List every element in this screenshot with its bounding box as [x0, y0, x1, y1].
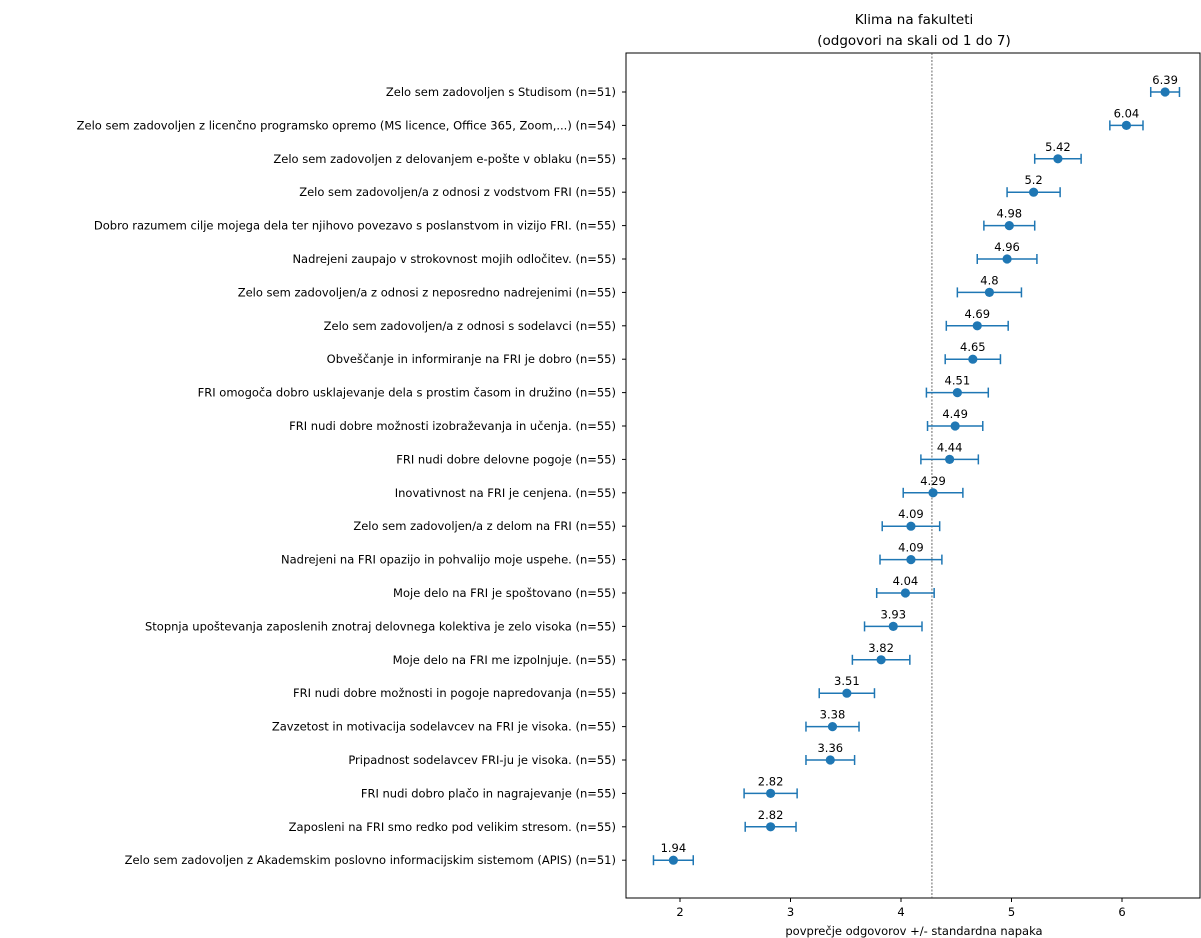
- value-label: 4.65: [960, 340, 986, 354]
- x-axis-label: povprečje odgovorov +/- standardna napak…: [785, 924, 1042, 938]
- value-label: 4.98: [996, 207, 1022, 221]
- data-point: [984, 287, 995, 297]
- data-point: [1121, 120, 1132, 130]
- data-point: [842, 688, 852, 698]
- category-label: Zelo sem zadovoljen z licenčno programsk…: [77, 118, 616, 132]
- value-label: 2.82: [758, 774, 784, 788]
- data-point: [906, 521, 916, 531]
- data-point: [766, 788, 776, 799]
- value-label: 5.42: [1045, 140, 1071, 154]
- x-tick-label: 4: [897, 905, 904, 919]
- value-label: 3.38: [820, 708, 846, 722]
- category-label: Inovativnost na FRI je cenjena. (n=55): [395, 486, 616, 500]
- category-label: FRI nudi dobre možnosti izobraževanja in…: [289, 419, 616, 433]
- chart-title: Klima na fakulteti: [855, 12, 974, 28]
- data-point: [668, 855, 678, 865]
- category-label: Nadrejeni zaupajo v strokovnost mojih od…: [292, 252, 616, 266]
- value-label: 4.04: [893, 574, 919, 588]
- category-label: Zelo sem zadovoljen z Akademskim poslovn…: [125, 853, 616, 867]
- data-points: [668, 87, 1170, 865]
- value-label: 3.82: [868, 641, 894, 655]
- value-label: 4.29: [920, 474, 946, 488]
- x-tick-label: 3: [787, 905, 794, 919]
- error-bars: [652, 87, 1181, 866]
- data-point: [928, 488, 938, 498]
- category-label: Zelo sem zadovoljen/a z odnosi z neposre…: [238, 285, 616, 299]
- data-point: [952, 388, 962, 398]
- value-label: 4.49: [942, 407, 968, 421]
- category-label: Zelo sem zadovoljen s Studisom (n=51): [386, 85, 616, 99]
- data-point: [972, 321, 982, 331]
- category-label: Zelo sem zadovoljen/a z odnosi z vodstvo…: [299, 185, 616, 199]
- value-label: 6.04: [1114, 106, 1140, 120]
- data-point: [825, 755, 835, 765]
- value-label: 5.2: [1024, 173, 1042, 187]
- category-label: Pripadnost sodelavcev FRI-ju je visoka. …: [348, 753, 616, 767]
- x-tick-label: 2: [676, 905, 683, 919]
- category-label: Obveščanje in informiranje na FRI je dob…: [327, 352, 616, 366]
- value-label: 3.51: [834, 674, 860, 688]
- value-label: 3.93: [880, 607, 906, 621]
- category-label: Nadrejeni na FRI opazijo in pohvalijo mo…: [281, 553, 616, 567]
- category-label: Zelo sem zadovoljen/a z odnosi s sodelav…: [324, 319, 616, 333]
- category-label: Zavzetost in motivacija sodelavcev na FR…: [272, 720, 616, 734]
- value-label: 1.94: [661, 841, 687, 855]
- category-label: FRI omogoča dobro usklajevanje dela s pr…: [198, 386, 616, 400]
- y-axis-labels: Zelo sem zadovoljen s Studisom (n=51) Zel…: [77, 85, 616, 867]
- data-point: [945, 454, 955, 464]
- data-point: [1053, 154, 1063, 164]
- value-label: 4.09: [898, 507, 924, 521]
- value-label: 4.8: [980, 273, 998, 287]
- data-point: [950, 421, 960, 431]
- value-label: 4.09: [898, 541, 924, 555]
- data-point: [827, 722, 838, 732]
- category-label: Dobro razumem cilje mojega dela ter njih…: [94, 219, 616, 233]
- category-label: FRI nudi dobro plačo in nagrajevanje (n=…: [361, 786, 616, 800]
- data-point: [906, 555, 916, 565]
- category-label: Zelo sem zadovoljen/a z delom na FRI (n=…: [353, 519, 616, 533]
- data-point: [876, 655, 886, 665]
- data-point: [1160, 87, 1170, 97]
- value-labels: 6.39 6.04 5.42 5.2 4.98 4.96 4.8 4.69 4.65 4.51 4.…: [661, 73, 1178, 855]
- plot-frame: [625, 52, 1201, 899]
- category-label: Zelo sem zadovoljen z delovanjem e-pošte…: [273, 152, 616, 166]
- value-label: 6.39: [1152, 73, 1178, 87]
- category-label: Stopnja upoštevanja zaposlenih znotraj d…: [145, 619, 616, 633]
- data-point: [968, 354, 978, 364]
- chart-subtitle: (odgovori na skali od 1 do 7): [817, 33, 1011, 49]
- value-label: 4.51: [945, 374, 971, 388]
- y-axis-ticks: [622, 91, 626, 861]
- x-axis-ticks: 2 3 4 5 6: [676, 898, 1126, 919]
- category-label: FRI nudi dobre možnosti in pogoje napred…: [293, 686, 616, 700]
- data-point: [888, 621, 898, 632]
- category-label: Zaposleni na FRI smo redko pod velikim s…: [289, 820, 616, 834]
- value-label: 4.96: [994, 240, 1020, 254]
- category-label: Moje delo na FRI me izpolnjuje. (n=55): [393, 653, 616, 667]
- data-point: [1029, 187, 1039, 197]
- data-point: [766, 822, 776, 832]
- category-label: Moje delo na FRI je spoštovano (n=55): [393, 586, 616, 600]
- value-label: 3.36: [817, 741, 843, 755]
- x-tick-label: 6: [1118, 905, 1125, 919]
- value-label: 2.82: [758, 808, 784, 822]
- value-label: 4.44: [937, 440, 963, 454]
- data-point: [1004, 221, 1014, 231]
- data-point: [900, 588, 911, 598]
- category-label: FRI nudi dobre delovne pogoje (n=55): [396, 452, 616, 466]
- value-label: 4.69: [964, 307, 990, 321]
- data-point: [1002, 254, 1012, 264]
- x-tick-label: 5: [1008, 905, 1015, 919]
